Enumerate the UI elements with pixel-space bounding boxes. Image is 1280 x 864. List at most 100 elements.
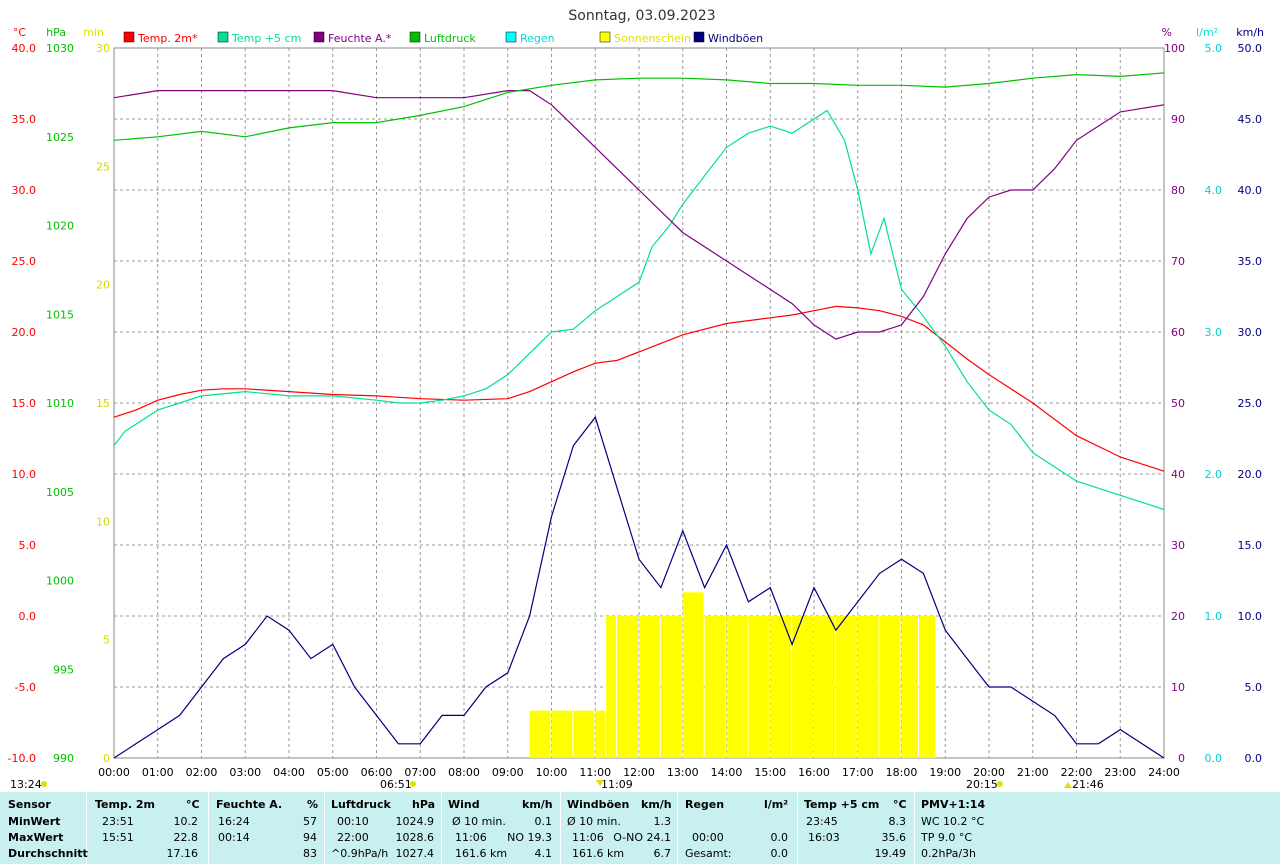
- y-tick-wind: 20.0: [1238, 468, 1263, 481]
- pmv-wc: WC 10.2 °C: [921, 815, 985, 828]
- y-tick-temp: 10.0: [12, 468, 37, 481]
- y-tick-humidity: 80: [1171, 184, 1185, 197]
- series-temp-2m-: [113, 305, 1165, 472]
- y-tick-wind: 40.0: [1238, 184, 1263, 197]
- y-tick-rain: 2.0: [1205, 468, 1223, 481]
- avg-press-value: 1027.4: [395, 847, 435, 860]
- x-tick-label: 23:00: [1104, 766, 1136, 779]
- hdr-gust-unit: km/h: [641, 798, 672, 811]
- hdr-rain-unit: l/m²: [764, 798, 789, 811]
- y-tick-humidity: 60: [1171, 326, 1185, 339]
- x-tick-label: 17:00: [842, 766, 874, 779]
- y-tick-humidity: 40: [1171, 468, 1185, 481]
- x-tick-label: 12:00: [623, 766, 655, 779]
- sun-bar: [573, 710, 595, 758]
- unit-wind: km/h: [1236, 26, 1264, 39]
- marker-peak: 11:09: [601, 778, 633, 791]
- y-tick-wind: 10.0: [1238, 610, 1263, 623]
- sun-bar: [726, 616, 748, 758]
- hdr-wind: Wind: [448, 798, 480, 811]
- y-tick-rain: 0.0: [1205, 752, 1223, 765]
- max-hum-value: 94: [303, 831, 317, 844]
- y-tick-wind: 0.0: [1245, 752, 1263, 765]
- sunrise-icon: [410, 781, 416, 787]
- legend-label: Temp. 2m*: [137, 32, 198, 45]
- x-tick-label: 14:00: [711, 766, 743, 779]
- hdr-hum-unit: %: [307, 798, 319, 811]
- marker-left: 13:24: [10, 778, 42, 791]
- min-press-value: 1024.9: [395, 815, 435, 828]
- x-tick-label: 13:00: [667, 766, 699, 779]
- y-tick-rain: 5.0: [1205, 42, 1223, 55]
- avg-temp-value: 17.16: [166, 847, 199, 860]
- max-gust-time: 11:06: [572, 831, 604, 844]
- x-tick-label: 20:00: [973, 766, 1005, 779]
- x-tick-label: 02:00: [186, 766, 218, 779]
- max-t5-time: 16:03: [808, 831, 840, 844]
- y-tick-temp: 20.0: [12, 326, 37, 339]
- max-rain-value: 0.0: [770, 831, 789, 844]
- x-tick-label: 07:00: [404, 766, 436, 779]
- y-tick-humidity: 100: [1164, 42, 1185, 55]
- y-tick-pressure: 990: [53, 752, 74, 765]
- unit-temp: °C: [13, 26, 27, 39]
- x-tick-label: 15:00: [754, 766, 786, 779]
- y-tick-wind: 25.0: [1238, 397, 1263, 410]
- marker-sunrise: 06:51: [380, 778, 412, 791]
- sun-icon: [41, 781, 47, 787]
- unit-humidity: %: [1162, 26, 1172, 39]
- weather-chart: 00:00 01:00 02:00 03:00 04:00 05:00 06:00 07:00…: [8, 8, 1264, 791]
- x-tick-label: 18:00: [886, 766, 918, 779]
- min-hum-value: 57: [303, 815, 317, 828]
- marker-sunset: 20:15: [966, 778, 998, 791]
- y-tick-pressure: 995: [53, 663, 74, 676]
- stats-table: Sensor Temp. 2m °C Feuchte A. % Luftdruc…: [0, 792, 1280, 864]
- x-tick-label: 00:00: [98, 766, 130, 779]
- legend-label: Luftdruck: [424, 32, 476, 45]
- min-wind-value: 0.1: [534, 815, 553, 828]
- min-gust-value: 1.3: [653, 815, 672, 828]
- y-tick-humidity: 0: [1178, 752, 1185, 765]
- legend-label: Windböen: [708, 32, 763, 45]
- min-press-time: 00:10: [337, 815, 369, 828]
- avg-t5-value: 19.49: [874, 847, 907, 860]
- y-tick-humidity: 70: [1171, 255, 1185, 268]
- hdr-sensor: Sensor: [8, 798, 51, 811]
- axes: 00:00 01:00 02:00 03:00 04:00 05:00 06:00 07:00…: [8, 26, 1264, 779]
- unit-pressure: hPa: [46, 26, 66, 39]
- legend-label: Temp +5 cm: [231, 32, 301, 45]
- avg-wind-value: 4.1: [534, 847, 553, 860]
- y-tick-pressure: 1005: [46, 486, 74, 499]
- min-t5-value: 8.3: [888, 815, 907, 828]
- avg-wind-dist: 161.6 km: [455, 847, 508, 860]
- sun-bar: [792, 616, 813, 758]
- y-tick-wind: 50.0: [1238, 42, 1263, 55]
- min-t5-time: 23:45: [806, 815, 838, 828]
- x-tick-label: 03:00: [229, 766, 261, 779]
- y-tick-humidity: 30: [1171, 539, 1185, 552]
- x-tick-label: 01:00: [142, 766, 174, 779]
- y-tick-rain: 4.0: [1205, 184, 1223, 197]
- y-tick-wind: 5.0: [1245, 681, 1263, 694]
- x-tick-label: 11:00: [579, 766, 611, 779]
- row-max-label: MaxWert: [8, 831, 64, 844]
- series-luftdruck: [113, 72, 1165, 141]
- max-rain-time: 00:00: [692, 831, 724, 844]
- sun-bar: [529, 710, 551, 758]
- y-tick-temp: 35.0: [12, 113, 37, 126]
- y-tick-pressure: 1025: [46, 131, 74, 144]
- series-lines: [113, 72, 1165, 759]
- x-tick-label: 04:00: [273, 766, 305, 779]
- sun-bar: [748, 616, 770, 758]
- avg-press-trend: ^0.9hPa/h: [331, 847, 389, 860]
- avg-gust-dist: 161.6 km: [572, 847, 625, 860]
- y-tick-temp: -5.0: [15, 681, 36, 694]
- min-gust-label: Ø 10 min.: [567, 815, 621, 828]
- sun-bar: [879, 616, 901, 758]
- hdr-gust: Windböen: [567, 798, 630, 811]
- avg-hum-value: 83: [303, 847, 317, 860]
- x-tick-label: 21:00: [1017, 766, 1049, 779]
- y-tick-sun: 30: [96, 42, 110, 55]
- legend-swatch: [217, 31, 229, 43]
- sun-bar: [835, 616, 857, 758]
